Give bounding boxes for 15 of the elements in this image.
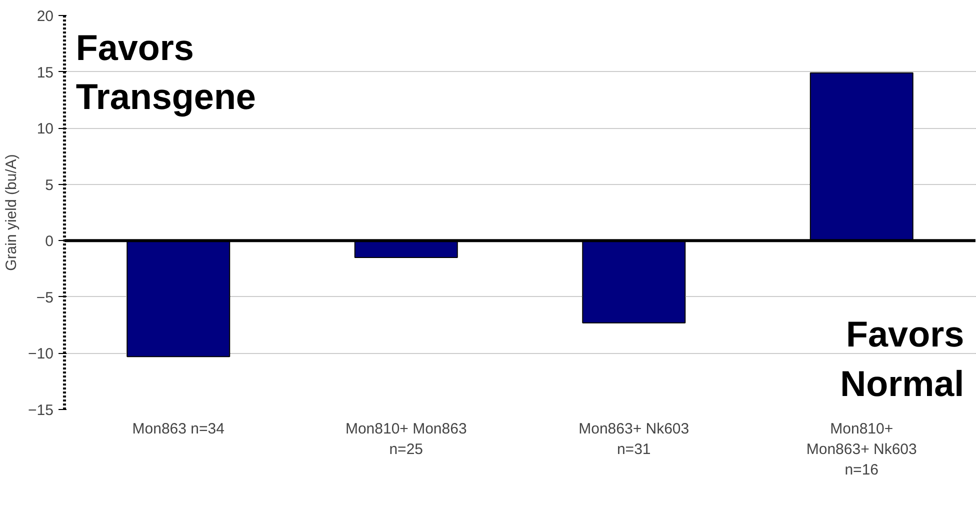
y-tick-label: 15	[36, 64, 54, 82]
y-tick-label: 20	[36, 8, 54, 25]
annotation: Favors Transgene	[76, 26, 256, 117]
y-tick-label: 5	[45, 176, 54, 194]
y-tick-label: 0	[45, 233, 54, 250]
x-tick-label: Mon863 n=34	[132, 420, 224, 438]
x-tick-label: Mon810+ Mon863 n=25	[345, 420, 467, 458]
y-tick-label: 10	[36, 120, 54, 138]
y-tick-label: −15	[28, 402, 54, 419]
annotation: Favors Normal	[840, 314, 964, 404]
y-tick-label: −5	[36, 289, 54, 306]
x-tick-label: Mon863+ Nk603 n=31	[578, 420, 690, 458]
y-tick-label: −10	[28, 346, 54, 363]
y-axis-title: Grain yield (bu/A)	[3, 154, 20, 271]
x-tick-label: Mon810+ Mon863+ Nk603 n=16	[806, 420, 917, 478]
